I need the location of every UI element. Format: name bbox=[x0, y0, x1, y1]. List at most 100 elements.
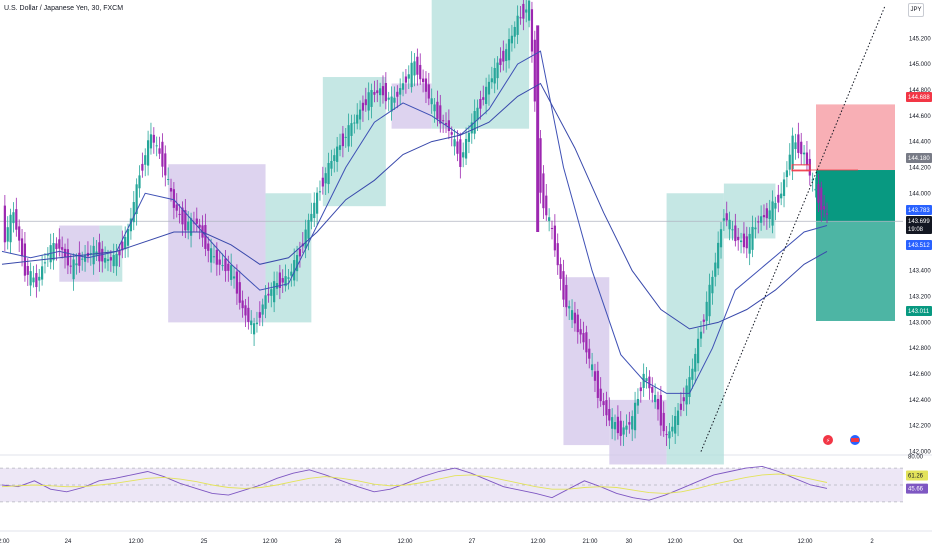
candle-down bbox=[373, 91, 376, 95]
price-axis-tick: 144.600 bbox=[909, 114, 931, 120]
price-badge-label: 144.688 bbox=[908, 95, 930, 101]
candle-up bbox=[124, 236, 127, 250]
candle-up bbox=[413, 61, 416, 76]
candle-up bbox=[12, 212, 15, 224]
candle-up bbox=[645, 378, 648, 382]
candle-up bbox=[760, 216, 763, 223]
candle-up bbox=[232, 276, 236, 279]
candle-up bbox=[728, 219, 731, 230]
rsi-value-badge bbox=[906, 470, 928, 481]
price-axis-panel[interactable] bbox=[905, 0, 932, 550]
candle-up bbox=[112, 255, 115, 267]
candle-up bbox=[318, 191, 322, 193]
candle-up bbox=[708, 284, 711, 317]
candle-down bbox=[588, 348, 591, 359]
candle-up bbox=[711, 276, 714, 294]
candle-up bbox=[470, 122, 473, 134]
candle-down bbox=[439, 105, 442, 124]
candle-up bbox=[347, 125, 350, 147]
candle-up bbox=[261, 304, 264, 315]
candle-up bbox=[330, 160, 333, 169]
candle-up bbox=[433, 104, 436, 112]
flag-stripes bbox=[851, 438, 859, 442]
price-axis-tick: 145.200 bbox=[909, 36, 931, 42]
candle-up bbox=[43, 262, 47, 264]
price-axis-tick: 143.200 bbox=[909, 295, 931, 301]
price-badge bbox=[906, 306, 932, 316]
candle-up bbox=[304, 229, 307, 249]
drawn-box[interactable] bbox=[791, 164, 811, 172]
candle-up bbox=[81, 258, 84, 260]
candle-up bbox=[699, 331, 703, 339]
candle-up bbox=[92, 245, 95, 265]
rsi-value-badge bbox=[906, 483, 928, 494]
candle-up bbox=[694, 353, 697, 372]
candle-up bbox=[72, 259, 75, 280]
candle-down bbox=[456, 141, 459, 154]
candle-up bbox=[696, 338, 700, 364]
candle-up bbox=[688, 377, 691, 397]
price-badge bbox=[906, 153, 932, 163]
candle-up bbox=[516, 15, 519, 35]
candle-down bbox=[608, 408, 611, 421]
candle-up bbox=[505, 49, 508, 62]
candle-up bbox=[527, 0, 531, 21]
candle-down bbox=[679, 403, 683, 410]
candle-down bbox=[247, 307, 250, 322]
candle-up bbox=[135, 184, 138, 215]
candle-down bbox=[628, 422, 631, 425]
candle-down bbox=[195, 218, 198, 224]
candle-down bbox=[656, 398, 660, 410]
candle-up bbox=[132, 202, 135, 223]
stop-loss-zone[interactable] bbox=[816, 104, 895, 171]
price-badge-label: 143.512 bbox=[908, 243, 930, 249]
profit-zone-active[interactable] bbox=[816, 170, 895, 222]
candle-down bbox=[605, 400, 608, 416]
candle-down bbox=[118, 250, 121, 256]
candle-down bbox=[278, 272, 281, 288]
candle-up bbox=[75, 263, 78, 266]
price-axis-tick: 142.000 bbox=[909, 450, 931, 456]
candle-down bbox=[550, 228, 554, 230]
candle-up bbox=[788, 154, 791, 170]
candle-down bbox=[565, 284, 568, 308]
candle-up bbox=[344, 136, 347, 138]
candle-down bbox=[224, 258, 227, 272]
price-axis-tick: 144.000 bbox=[909, 191, 931, 197]
candle-down bbox=[616, 416, 619, 434]
candle-up bbox=[751, 226, 754, 250]
candle-down bbox=[321, 177, 324, 187]
candle-up bbox=[336, 146, 339, 162]
candle-down bbox=[364, 99, 367, 106]
candle-up bbox=[390, 96, 393, 112]
candle-up bbox=[189, 218, 193, 236]
candle-up bbox=[167, 179, 170, 181]
candle-down bbox=[169, 188, 173, 192]
price-axis-tick: 144.200 bbox=[909, 165, 931, 171]
candle-up bbox=[785, 170, 788, 178]
candle-down bbox=[459, 139, 462, 167]
candle-up bbox=[485, 86, 488, 104]
candle-up bbox=[212, 256, 216, 258]
currency-button[interactable]: JPY bbox=[908, 3, 924, 17]
candle-down bbox=[69, 265, 72, 267]
candle-up bbox=[387, 97, 390, 100]
candle-up bbox=[462, 152, 465, 158]
lightning-icon[interactable] bbox=[823, 435, 833, 445]
candle-up bbox=[613, 421, 617, 430]
candle-up bbox=[705, 301, 708, 321]
candle-down bbox=[244, 305, 247, 316]
candle-down bbox=[361, 102, 365, 111]
candle-up bbox=[333, 155, 336, 162]
candle-down bbox=[109, 257, 112, 261]
candle-down bbox=[215, 249, 218, 265]
symbol-title[interactable]: U.S. Dollar / Japanese Yen, 30, FXCM bbox=[4, 5, 124, 12]
time-axis-tick: Oct bbox=[733, 539, 743, 545]
price-badge bbox=[906, 240, 932, 250]
time-axis-tick: 26 bbox=[335, 539, 342, 545]
candle-up bbox=[338, 145, 342, 150]
candle-up bbox=[393, 97, 396, 103]
profit-zone[interactable] bbox=[816, 221, 895, 321]
candle-down bbox=[825, 213, 829, 215]
